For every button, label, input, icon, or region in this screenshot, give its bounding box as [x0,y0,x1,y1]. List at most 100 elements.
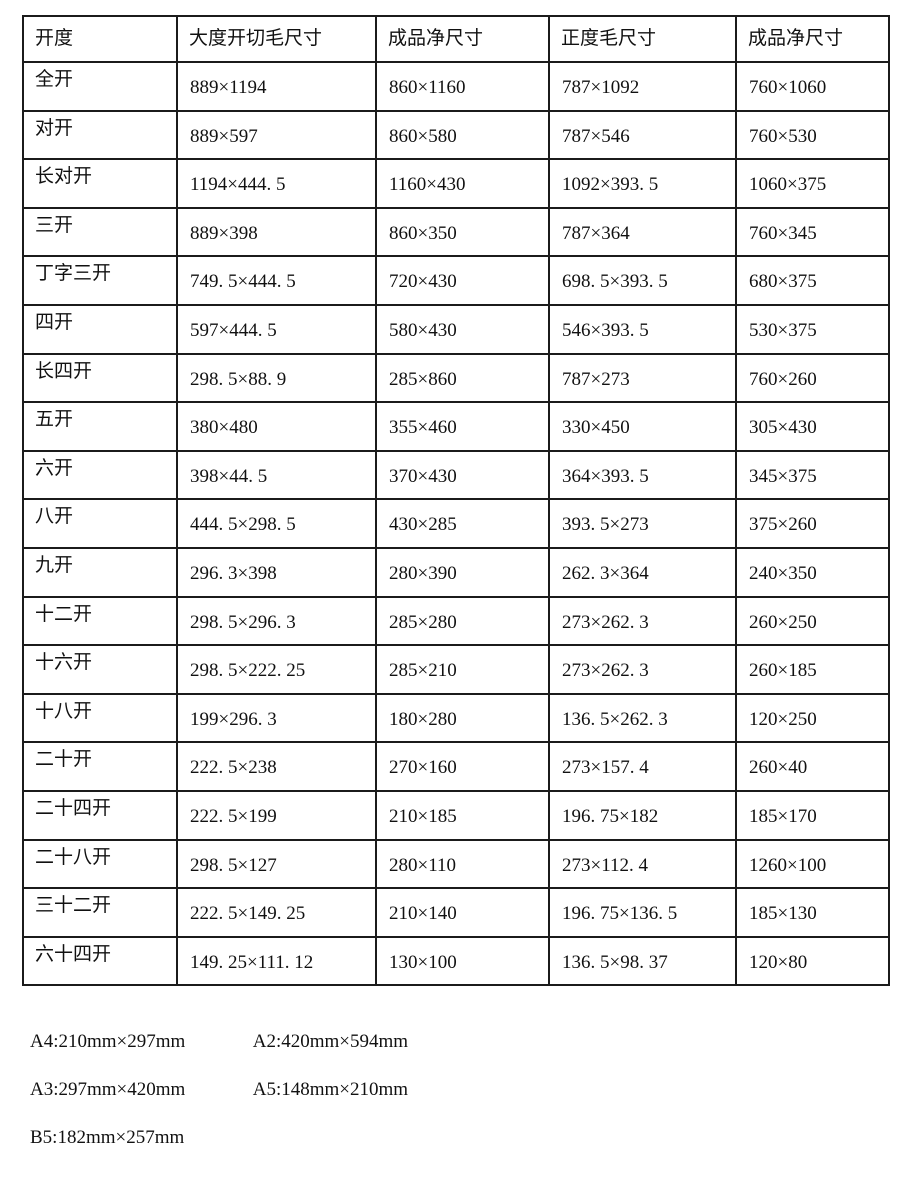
kaidu-label-cell: 十六开 [22,644,178,695]
dimension-cell: 749. 5×444. 5 [176,255,377,306]
kaidu-label-cell: 二十八开 [22,838,178,890]
dimension-cell: 860×580 [375,109,550,161]
dimension-cell: 680×375 [735,255,890,306]
dimension-cell: 210×140 [375,887,550,938]
note-line: A3:297mm×420mm A5:148mm×210mm [30,1080,408,1128]
dimension-cell: 305×430 [735,401,890,452]
table-row: 二十八开 298. 5×127 280×110 273×112. 4 1260×100 [22,838,890,890]
dimension-cell: 285×210 [375,644,550,695]
dimension-cell: 136. 5×98. 37 [548,935,737,987]
dimension-cell: 720×430 [375,255,550,306]
table-row: 八开 444. 5×298. 5 430×285 393. 5×273 375×260 [22,498,890,549]
dimension-cell: 787×546 [548,109,737,161]
dimension-cell: 280×390 [375,546,550,598]
kaidu-label-cell: 三十二开 [22,887,178,938]
kaidu-label-cell: 丁字三开 [22,255,178,306]
table-row: 对开 889×597 860×580 787×546 760×530 [22,109,890,161]
dimension-cell: 273×112. 4 [548,838,737,890]
table-row: 十六开 298. 5×222. 25 285×210 273×262. 3 260×18… [22,644,890,695]
table-row: 五开 380×480 355×460 330×450 305×430 [22,401,890,452]
note-line: B5:182mm×257mm [30,1128,408,1176]
dimension-cell: 222. 5×199 [176,789,377,841]
dimension-cell: 546×393. 5 [548,303,737,355]
dimension-cell: 136. 5×262. 3 [548,692,737,744]
iso-paper-size-notes: A4:210mm×297mm A2:420mm×594mm A3:297mm×4… [30,1032,408,1176]
dimension-cell: 222. 5×149. 25 [176,887,377,938]
header-finished-size-1: 成品净尺寸 [375,15,550,63]
dimension-cell: 120×250 [735,692,890,744]
dimension-cell: 273×157. 4 [548,741,737,792]
dimension-cell: 270×160 [375,741,550,792]
dimension-cell: 1194×444. 5 [176,158,377,209]
dimension-cell: 298. 5×296. 3 [176,595,377,647]
dimension-cell: 273×262. 3 [548,595,737,647]
dimension-cell: 430×285 [375,498,550,549]
table-body: 全开 889×1194 860×1160 787×1092 760×1060 对开 889×… [22,61,890,987]
kaidu-label-cell: 八开 [22,498,178,549]
kaidu-label-cell: 九开 [22,546,178,598]
dimension-cell: 597×444. 5 [176,303,377,355]
dimension-cell: 355×460 [375,401,550,452]
table-row: 全开 889×1194 860×1160 787×1092 760×1060 [22,61,890,112]
dimension-cell: 760×260 [735,352,890,404]
dimension-cell: 185×130 [735,887,890,938]
header-zhengdu-rough-size: 正度毛尺寸 [548,15,737,63]
dimension-cell: 380×480 [176,401,377,452]
table-row: 六十四开 149. 25×111. 12 130×100 136. 5×98. 37 1… [22,935,890,987]
dimension-cell: 760×1060 [735,61,890,112]
dimension-cell: 296. 3×398 [176,546,377,598]
kaidu-label-cell: 对开 [22,109,178,161]
table-row: 九开 296. 3×398 280×390 262. 3×364 240×350 [22,546,890,598]
table-row: 长四开 298. 5×88. 9 285×860 787×273 760×260 [22,352,890,404]
dimension-cell: 889×1194 [176,61,377,112]
kaidu-label-cell: 长四开 [22,352,178,404]
table-row: 六开 398×44. 5 370×430 364×393. 5 345×375 [22,449,890,501]
header-finished-size-2: 成品净尺寸 [735,15,890,63]
note-a2: A2:420mm×594mm [252,1031,409,1052]
dimension-cell: 196. 75×136. 5 [548,887,737,938]
kaidu-label-cell: 十二开 [22,595,178,647]
dimension-cell: 889×398 [176,206,377,258]
table-header: 开度 大度开切毛尺寸 成品净尺寸 正度毛尺寸 成品净尺寸 [22,15,890,63]
dimension-cell: 889×597 [176,109,377,161]
dimension-cell: 1160×430 [375,158,550,209]
dimension-cell: 180×280 [375,692,550,744]
dimension-cell: 530×375 [735,303,890,355]
dimension-cell: 760×345 [735,206,890,258]
dimension-cell: 240×350 [735,546,890,598]
dimension-cell: 787×364 [548,206,737,258]
dimension-cell: 280×110 [375,838,550,890]
table-row: 二十开 222. 5×238 270×160 273×157. 4 260×40 [22,741,890,792]
note-a4: A4:210mm×297mm [30,1031,186,1052]
dimension-cell: 444. 5×298. 5 [176,498,377,549]
table-row: 十八开 199×296. 3 180×280 136. 5×262. 3 120×250 [22,692,890,744]
dimension-cell: 185×170 [735,789,890,841]
table-row: 丁字三开 749. 5×444. 5 720×430 698. 5×393. 5 680… [22,255,890,306]
dimension-cell: 398×44. 5 [176,449,377,501]
dimension-cell: 1060×375 [735,158,890,209]
kaidu-label-cell: 全开 [22,61,178,112]
dimension-cell: 345×375 [735,449,890,501]
header-dadu-rough-size: 大度开切毛尺寸 [176,15,377,63]
dimension-cell: 130×100 [375,935,550,987]
dimension-cell: 196. 75×182 [548,789,737,841]
dimension-cell: 787×1092 [548,61,737,112]
dimension-cell: 285×860 [375,352,550,404]
table-row: 十二开 298. 5×296. 3 285×280 273×262. 3 260×250 [22,595,890,647]
dimension-cell: 149. 25×111. 12 [176,935,377,987]
dimension-cell: 260×250 [735,595,890,647]
kaidu-label-cell: 二十开 [22,741,178,792]
dimension-cell: 260×185 [735,644,890,695]
table-row: 长对开 1194×444. 5 1160×430 1092×393. 5 1060×37… [22,158,890,209]
dimension-cell: 199×296. 3 [176,692,377,744]
dimension-cell: 393. 5×273 [548,498,737,549]
note-a3: A3:297mm×420mm [30,1079,186,1100]
dimension-cell: 1260×100 [735,838,890,890]
paper-size-table: 开度 大度开切毛尺寸 成品净尺寸 正度毛尺寸 成品净尺寸 全开 889×1194 8… [22,15,890,987]
dimension-cell: 860×350 [375,206,550,258]
note-a5: A5:148mm×210mm [252,1079,409,1100]
dimension-cell: 860×1160 [375,61,550,112]
table-row: 三开 889×398 860×350 787×364 760×345 [22,206,890,258]
